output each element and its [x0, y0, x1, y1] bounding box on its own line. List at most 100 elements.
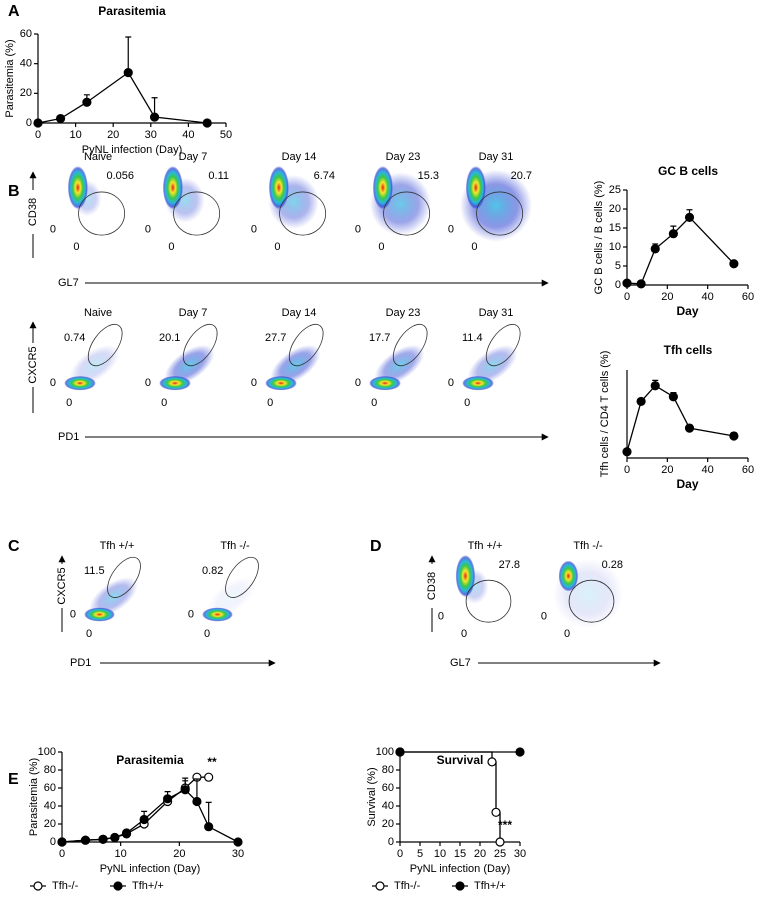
x-tick-label: 25 — [494, 848, 506, 860]
panel-letter: B — [8, 183, 20, 200]
x-tick-label: 15 — [454, 848, 466, 860]
flow-x-label: PD1 — [58, 431, 79, 443]
gate — [383, 191, 431, 236]
data-point — [163, 794, 173, 804]
zero-label: 0 — [438, 611, 444, 623]
x-tick-label: 20 — [661, 291, 673, 303]
flow-plot — [67, 166, 126, 236]
zero-label: 0 — [145, 223, 151, 235]
gate — [173, 191, 221, 236]
y-tick-label: 100 — [376, 746, 394, 758]
zero-label: 0 — [251, 223, 257, 235]
legend-marker — [375, 881, 385, 891]
gate — [107, 556, 141, 598]
data-point — [55, 113, 66, 124]
zero-label: 0 — [73, 241, 79, 253]
data-point — [515, 747, 525, 757]
data-point — [622, 278, 632, 288]
gate-value: 0.11 — [208, 170, 229, 182]
cell-density — [84, 607, 115, 622]
zero-label: 0 — [274, 241, 280, 253]
flow-y-label: CXCR5 — [56, 567, 68, 604]
legend-label: Tfh-/- — [52, 880, 79, 892]
gate — [182, 323, 218, 367]
data-point — [650, 244, 660, 254]
flow-y-label: CD38 — [426, 572, 438, 600]
zero-label: 0 — [355, 377, 361, 389]
x-tick-label: 0 — [624, 464, 630, 476]
flow-plot — [369, 323, 428, 391]
y-tick-label: 40 — [44, 800, 56, 812]
flow-x-label: GL7 — [450, 657, 471, 669]
x-tick-label: 0 — [397, 848, 403, 860]
data-point — [121, 828, 132, 838]
y-tick-label: 20 — [20, 87, 32, 99]
data-point — [82, 97, 92, 107]
panel-letter: A — [8, 3, 20, 20]
y-axis-label: Survival (%) — [366, 767, 378, 826]
y-tick-label: 10 — [609, 241, 621, 253]
cell-density — [265, 376, 297, 391]
gate-value: 0.28 — [602, 559, 623, 571]
data-point — [202, 118, 212, 128]
x-tick-label: 40 — [702, 464, 714, 476]
cell-density — [162, 166, 183, 210]
data-point — [110, 832, 120, 843]
gate — [476, 191, 524, 236]
gate-value: 11.5 — [84, 565, 105, 577]
zero-label: 0 — [145, 377, 151, 389]
flow-title: Day 14 — [282, 307, 317, 319]
x-tick-label: 0 — [624, 291, 630, 303]
x-tick-label: 20 — [661, 464, 673, 476]
flow-plot — [159, 323, 218, 391]
cell-density — [268, 166, 289, 210]
zero-label: 0 — [448, 377, 454, 389]
gate — [485, 323, 521, 367]
flow-title: Day 31 — [479, 307, 514, 319]
zero-label: 0 — [461, 628, 467, 640]
flow-title: Tfh +/+ — [100, 540, 135, 552]
zero-label: 0 — [267, 397, 273, 409]
y-tick-label: 60 — [382, 782, 394, 794]
flow-plot — [64, 323, 123, 391]
cell-density — [558, 560, 579, 592]
data-point — [495, 837, 505, 847]
x-tick-label: 30 — [514, 848, 526, 860]
x-tick-label: 20 — [107, 129, 119, 141]
flow-plot — [84, 556, 141, 622]
cell-density — [455, 555, 476, 597]
x-tick-label: 30 — [145, 129, 157, 141]
cell-density — [64, 376, 96, 391]
cell-density — [369, 376, 401, 391]
gate-value: 17.7 — [369, 332, 390, 344]
legend-label: Tfh+/+ — [474, 880, 506, 892]
cell-density — [159, 376, 191, 391]
data-point — [180, 785, 190, 795]
x-tick-label: 10 — [69, 129, 81, 141]
zero-label: 0 — [378, 241, 384, 253]
data-point — [636, 396, 646, 407]
flow-x-label: PD1 — [70, 657, 91, 669]
data-point — [149, 112, 160, 122]
gate-value: 20.7 — [511, 170, 532, 182]
y-tick-label: 15 — [609, 222, 621, 234]
panel-letter: D — [370, 538, 382, 555]
cell-haze — [69, 344, 120, 386]
gate-value: 20.1 — [159, 332, 180, 344]
gate — [225, 556, 259, 598]
flow-title: Tfh -/- — [220, 540, 250, 552]
flow-plot — [162, 166, 221, 236]
chart-title: Survival — [437, 753, 484, 767]
chart-title: GC B cells — [658, 164, 718, 178]
x-tick-label: 0 — [35, 129, 41, 141]
y-tick-label: 40 — [20, 58, 32, 70]
x-axis-label: PyNL infection (Day) — [100, 863, 200, 875]
flow-plot — [369, 166, 431, 236]
data-point — [57, 837, 67, 847]
data-point — [33, 118, 43, 128]
x-tick-label: 20 — [173, 848, 185, 860]
zero-label: 0 — [161, 397, 167, 409]
zero-label: 0 — [251, 377, 257, 389]
flow-y-label: CD38 — [27, 198, 39, 226]
data-point — [636, 279, 646, 289]
